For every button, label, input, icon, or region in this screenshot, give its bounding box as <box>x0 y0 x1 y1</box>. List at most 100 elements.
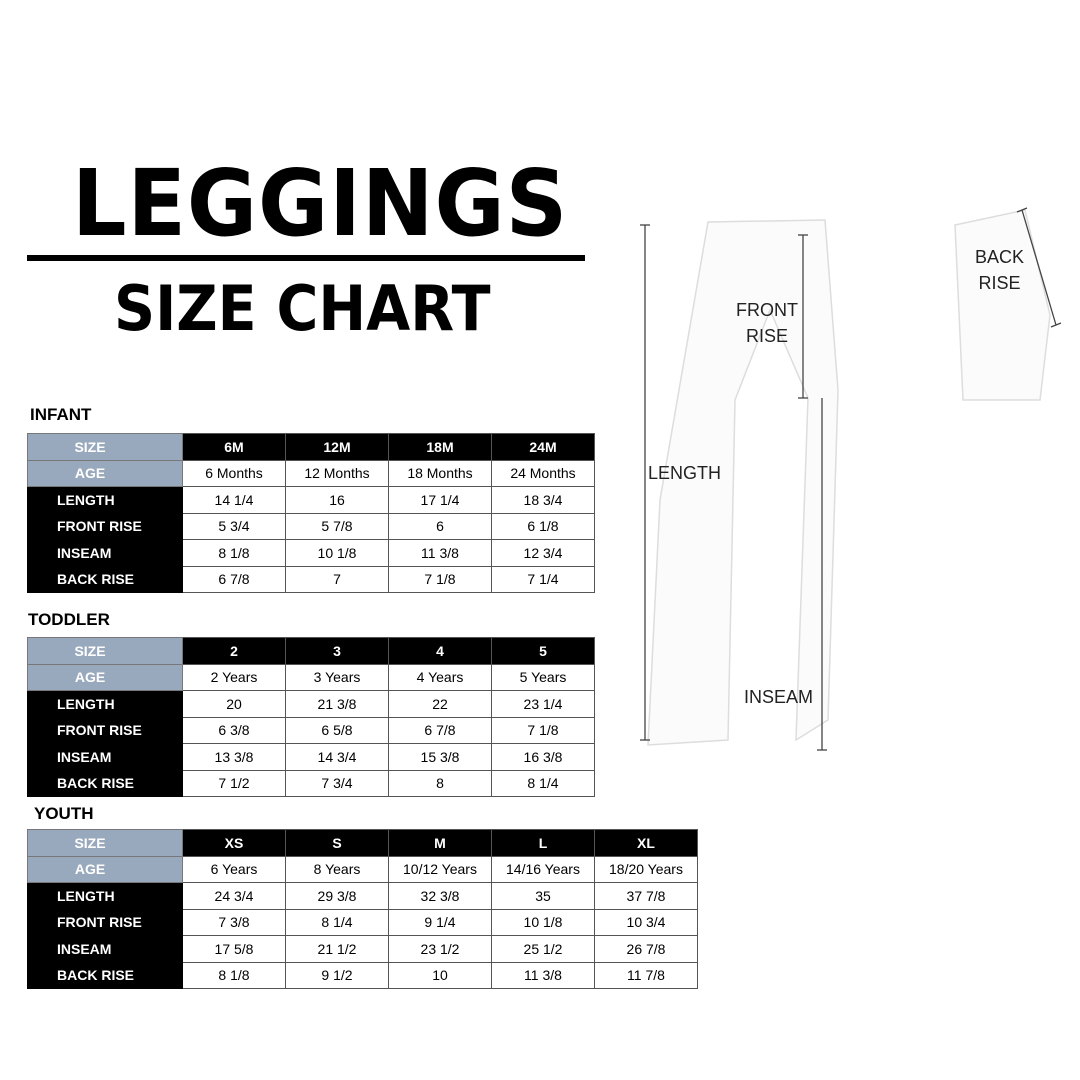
page-title: LEGGINGS <box>72 150 569 257</box>
table-cell: 8 1/4 <box>285 908 389 936</box>
table-cell: 11 3/8 <box>491 961 595 989</box>
table-cell: 35 <box>491 882 595 910</box>
table-cell: 18 Months <box>388 459 492 487</box>
table-row: LENGTH 24 3/4 29 3/8 32 3/8 35 37 7/8 <box>27 882 698 910</box>
row-label: FRONT RISE <box>27 512 183 540</box>
row-label: SIZE <box>27 637 183 665</box>
table-cell: 6 1/8 <box>491 512 595 540</box>
table-row: FRONT RISE 5 3/4 5 7/8 6 6 1/8 <box>27 512 595 540</box>
table-cell: 10/12 Years <box>388 855 492 883</box>
table-row: INSEAM 17 5/8 21 1/2 23 1/2 25 1/2 26 7/8 <box>27 935 698 963</box>
table-row: SIZE XS S M L XL <box>27 829 698 857</box>
table-cell: 32 3/8 <box>388 882 492 910</box>
table-row: AGE 6 Years 8 Years 10/12 Years 14/16 Years 1… <box>27 855 698 883</box>
table-row: AGE 6 Months 12 Months 18 Months 24 Months <box>27 459 595 487</box>
table-cell: 8 1/8 <box>182 961 286 989</box>
table-cell: 12 Months <box>285 459 389 487</box>
table-cell: 16 3/8 <box>491 743 595 771</box>
row-label: INSEAM <box>27 743 183 771</box>
table-cell: 23 1/2 <box>388 935 492 963</box>
leggings-front-image <box>647 219 839 746</box>
table-cell: 7 3/8 <box>182 908 286 936</box>
table-cell: 8 Years <box>285 855 389 883</box>
table-cell: 3 Years <box>285 663 389 691</box>
youth-size-table: SIZE XS S M L XL AGE 6 Years 8 Years 10/12 Years 1… <box>27 829 698 989</box>
row-label: LENGTH <box>27 882 183 910</box>
table-cell: 21 3/8 <box>285 690 389 718</box>
row-label: INSEAM <box>27 935 183 963</box>
table-cell: 24 Months <box>491 459 595 487</box>
row-label: AGE <box>27 855 183 883</box>
front-rise-label-line1: FRONT <box>736 300 798 320</box>
table-cell: 5 Years <box>491 663 595 691</box>
table-cell: 11 7/8 <box>594 961 698 989</box>
table-row: SIZE 6M 12M 18M 24M <box>27 433 595 461</box>
size-header-cell: 2 <box>182 637 286 665</box>
table-cell: 13 3/8 <box>182 743 286 771</box>
table-row: LENGTH 20 21 3/8 22 23 1/4 <box>27 690 595 718</box>
size-header-cell: S <box>285 829 389 857</box>
table-cell: 11 3/8 <box>388 539 492 567</box>
table-cell: 20 <box>182 690 286 718</box>
table-cell: 6 7/8 <box>182 565 286 593</box>
table-cell: 4 Years <box>388 663 492 691</box>
row-label: AGE <box>27 663 183 691</box>
table-cell: 10 3/4 <box>594 908 698 936</box>
table-cell: 17 5/8 <box>182 935 286 963</box>
size-header-cell: 12M <box>285 433 389 461</box>
table-cell: 23 1/4 <box>491 690 595 718</box>
table-row: INSEAM 13 3/8 14 3/4 15 3/8 16 3/8 <box>27 743 595 771</box>
table-cell: 14 1/4 <box>182 486 286 514</box>
table-cell: 16 <box>285 486 389 514</box>
size-header-cell: 18M <box>388 433 492 461</box>
table-cell: 10 1/8 <box>491 908 595 936</box>
table-row: FRONT RISE 7 3/8 8 1/4 9 1/4 10 1/8 10 3/4 <box>27 908 698 936</box>
table-cell: 18 3/4 <box>491 486 595 514</box>
section-youth: YOUTH <box>34 804 94 823</box>
table-cell: 8 1/4 <box>491 769 595 797</box>
leggings-back-image <box>954 209 1051 401</box>
table-cell: 10 <box>388 961 492 989</box>
table-row: FRONT RISE 6 3/8 6 5/8 6 7/8 7 1/8 <box>27 716 595 744</box>
table-cell: 7 <box>285 565 389 593</box>
table-cell: 5 7/8 <box>285 512 389 540</box>
section-toddler: TODDLER <box>28 610 110 629</box>
table-cell: 14 3/4 <box>285 743 389 771</box>
front-rise-label: FRONT RISE <box>736 297 798 349</box>
page-subtitle: SIZE CHART <box>114 272 491 345</box>
row-label: AGE <box>27 459 183 487</box>
table-row: LENGTH 14 1/4 16 17 1/4 18 3/4 <box>27 486 595 514</box>
table-cell: 5 3/4 <box>182 512 286 540</box>
row-label: INSEAM <box>27 539 183 567</box>
table-cell: 8 1/8 <box>182 539 286 567</box>
table-cell: 14/16 Years <box>491 855 595 883</box>
back-rise-line <box>1021 209 1057 326</box>
toddler-size-table: SIZE 2 3 4 5 AGE 2 Years 3 Years 4 Years 5 Years L… <box>27 637 595 797</box>
table-cell: 9 1/4 <box>388 908 492 936</box>
back-rise-label-line2: RISE <box>978 273 1021 293</box>
table-row: AGE 2 Years 3 Years 4 Years 5 Years <box>27 663 595 691</box>
size-header-cell: XS <box>182 829 286 857</box>
table-cell: 7 3/4 <box>285 769 389 797</box>
table-cell: 25 1/2 <box>491 935 595 963</box>
size-header-cell: 5 <box>491 637 595 665</box>
back-rise-label-line1: BACK <box>975 247 1025 267</box>
table-cell: 24 3/4 <box>182 882 286 910</box>
table-cell: 18/20 Years <box>594 855 698 883</box>
table-cell: 6 7/8 <box>388 716 492 744</box>
table-row: INSEAM 8 1/8 10 1/8 11 3/8 12 3/4 <box>27 539 595 567</box>
table-cell: 15 3/8 <box>388 743 492 771</box>
size-header-cell: L <box>491 829 595 857</box>
table-cell: 6 5/8 <box>285 716 389 744</box>
table-cell: 2 Years <box>182 663 286 691</box>
infant-size-table: SIZE 6M 12M 18M 24M AGE 6 Months 12 Months 18 Mo… <box>27 433 595 593</box>
table-cell: 29 3/8 <box>285 882 389 910</box>
size-header-cell: 3 <box>285 637 389 665</box>
table-cell: 8 <box>388 769 492 797</box>
table-cell: 37 7/8 <box>594 882 698 910</box>
title-divider <box>27 255 585 261</box>
size-header-cell: 6M <box>182 433 286 461</box>
section-infant: INFANT <box>30 405 92 424</box>
table-cell: 17 1/4 <box>388 486 492 514</box>
length-label: LENGTH <box>648 463 722 483</box>
